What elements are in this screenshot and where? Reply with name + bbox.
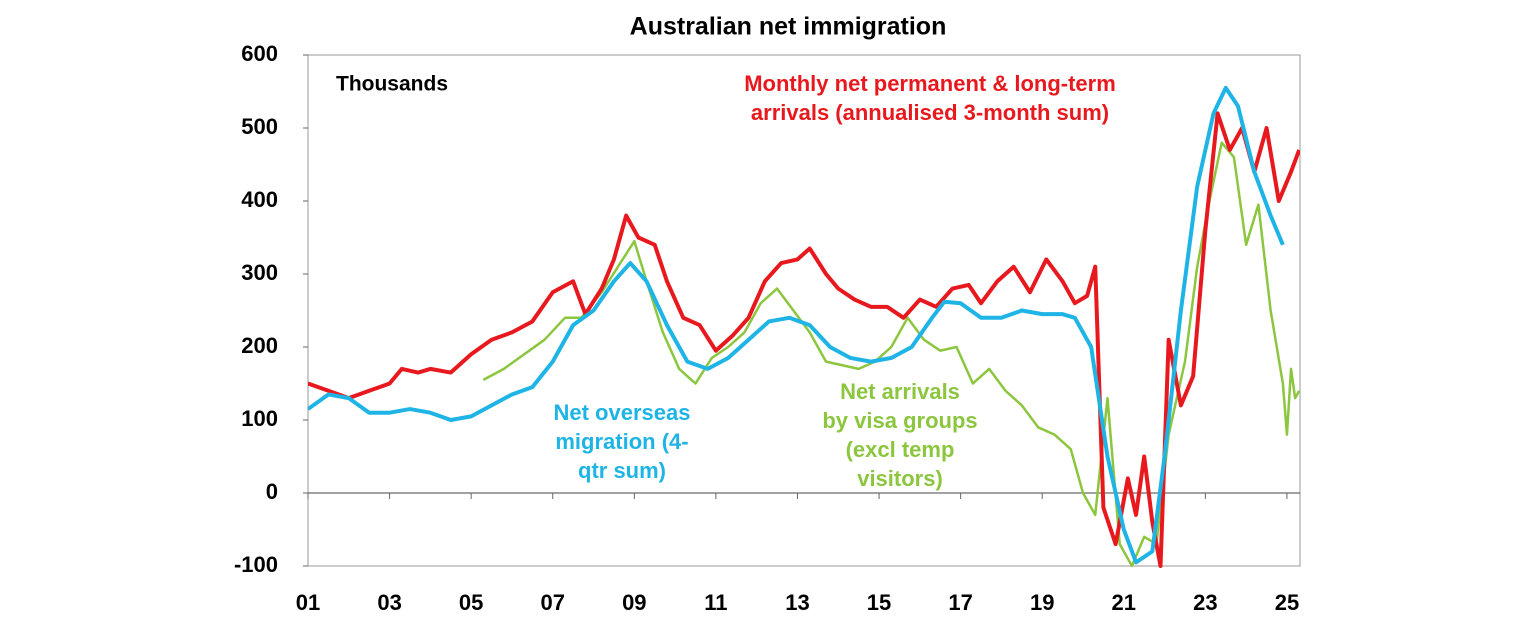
x-tick-label: 11 (704, 590, 727, 615)
series-label: Monthly net permanent & long-term (744, 71, 1116, 96)
data-line (308, 85, 1285, 565)
y-tick-label: -100 (234, 552, 278, 577)
y-tick-label: 100 (241, 406, 278, 431)
x-tick-label: 05 (459, 590, 483, 615)
chart-title: Australian net immigration (630, 13, 947, 41)
y-tick-label: 400 (241, 187, 278, 212)
series-label: qtr sum) (578, 458, 666, 483)
x-tick-label: 25 (1275, 590, 1299, 615)
y-tick-label: 500 (241, 114, 278, 139)
series-label: visitors) (857, 466, 943, 491)
x-tick-label: 01 (296, 590, 320, 615)
data-line (308, 111, 1300, 568)
y-tick-label: 600 (241, 41, 278, 66)
x-tick-label: 21 (1112, 590, 1136, 615)
data-line (482, 141, 1300, 568)
series-label: by visa groups (822, 408, 977, 433)
x-tick-label: 09 (622, 590, 646, 615)
x-tick-label: 13 (785, 590, 809, 615)
unit-label: Thousands (336, 73, 448, 96)
plot-frame (307, 54, 1301, 567)
series-label: arrivals (annualised 3-month sum) (751, 100, 1109, 125)
x-tick-label: 17 (948, 590, 972, 615)
series-label: Net arrivals (840, 379, 960, 404)
y-tick-label: 200 (241, 333, 278, 358)
y-tick-label: 0 (266, 479, 278, 504)
series-label: Net overseas (554, 400, 691, 425)
x-tick-label: 15 (867, 590, 891, 615)
y-tick-label: 300 (241, 260, 278, 285)
x-tick-label: 19 (1030, 590, 1054, 615)
series-label: migration (4- (555, 429, 688, 454)
series-label: (excl temp (846, 437, 955, 462)
x-tick-label: 23 (1193, 590, 1217, 615)
x-tick-label: 07 (540, 590, 564, 615)
x-tick-label: 03 (377, 590, 401, 615)
